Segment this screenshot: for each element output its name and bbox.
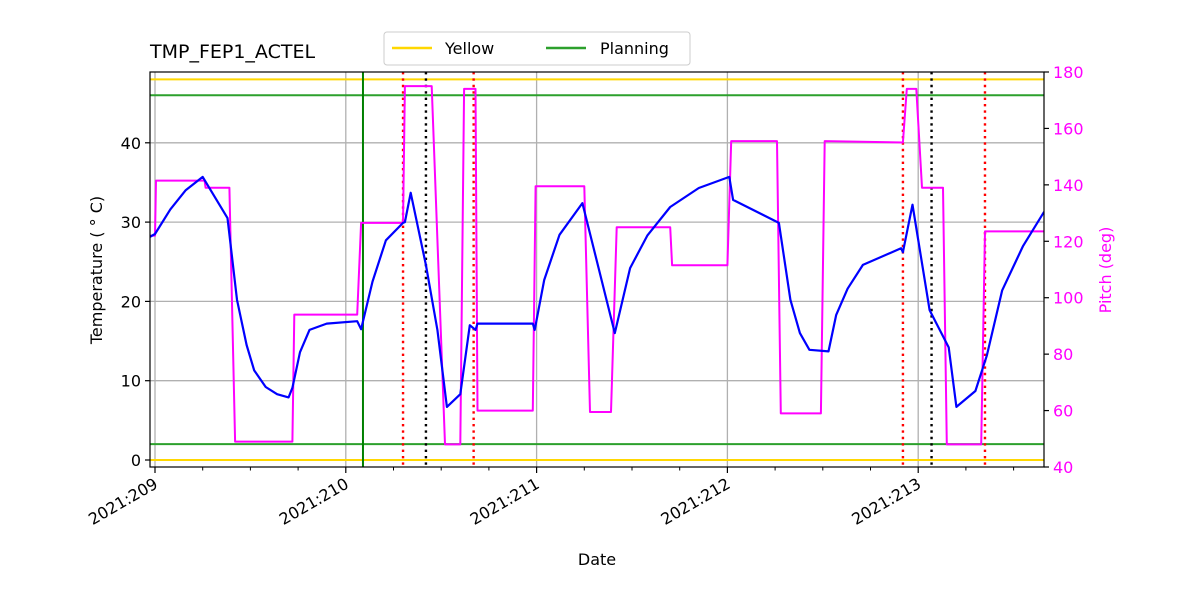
y-axis-right-label: Pitch (deg) xyxy=(1096,227,1115,314)
y-right-tick-label: 120 xyxy=(1053,232,1084,251)
y-left-tick-label: 10 xyxy=(121,372,141,391)
limit-lines xyxy=(150,78,1044,461)
y-right-tick-label: 60 xyxy=(1053,402,1073,421)
y-right-tick-label: 160 xyxy=(1053,119,1084,138)
x-axis-label: Date xyxy=(578,550,616,569)
y-axis-right-ticks: 40 60 80 100 120 140 160 180 xyxy=(1044,63,1084,477)
legend-box xyxy=(383,31,691,66)
chart-title: TMP_FEP1_ACTEL xyxy=(149,41,315,63)
legend-label-planning: Planning xyxy=(600,39,669,58)
pitch-series-line xyxy=(150,85,1044,446)
y-right-tick-label: 180 xyxy=(1053,63,1084,82)
legend-label-yellow: Yellow xyxy=(444,39,494,58)
y-right-tick-label: 100 xyxy=(1053,289,1084,308)
y-axis-left-ticks: 0 10 20 30 40 xyxy=(121,134,150,470)
y-left-tick-label: 30 xyxy=(121,213,141,232)
data-series xyxy=(150,85,1044,446)
y-right-tick-label: 140 xyxy=(1053,176,1084,195)
plot-frame xyxy=(149,71,1045,468)
y-left-tick-label: 20 xyxy=(121,292,141,311)
y-left-tick-label: 0 xyxy=(131,451,141,470)
y-right-tick-label: 80 xyxy=(1053,345,1073,364)
y-axis-left-label: Temperature ( ° C) xyxy=(87,196,106,345)
y-right-tick-label: 40 xyxy=(1053,458,1073,477)
temperature-series-line xyxy=(150,175,1044,408)
legend: Yellow Planning xyxy=(383,31,691,66)
y-left-tick-label: 40 xyxy=(121,134,141,153)
